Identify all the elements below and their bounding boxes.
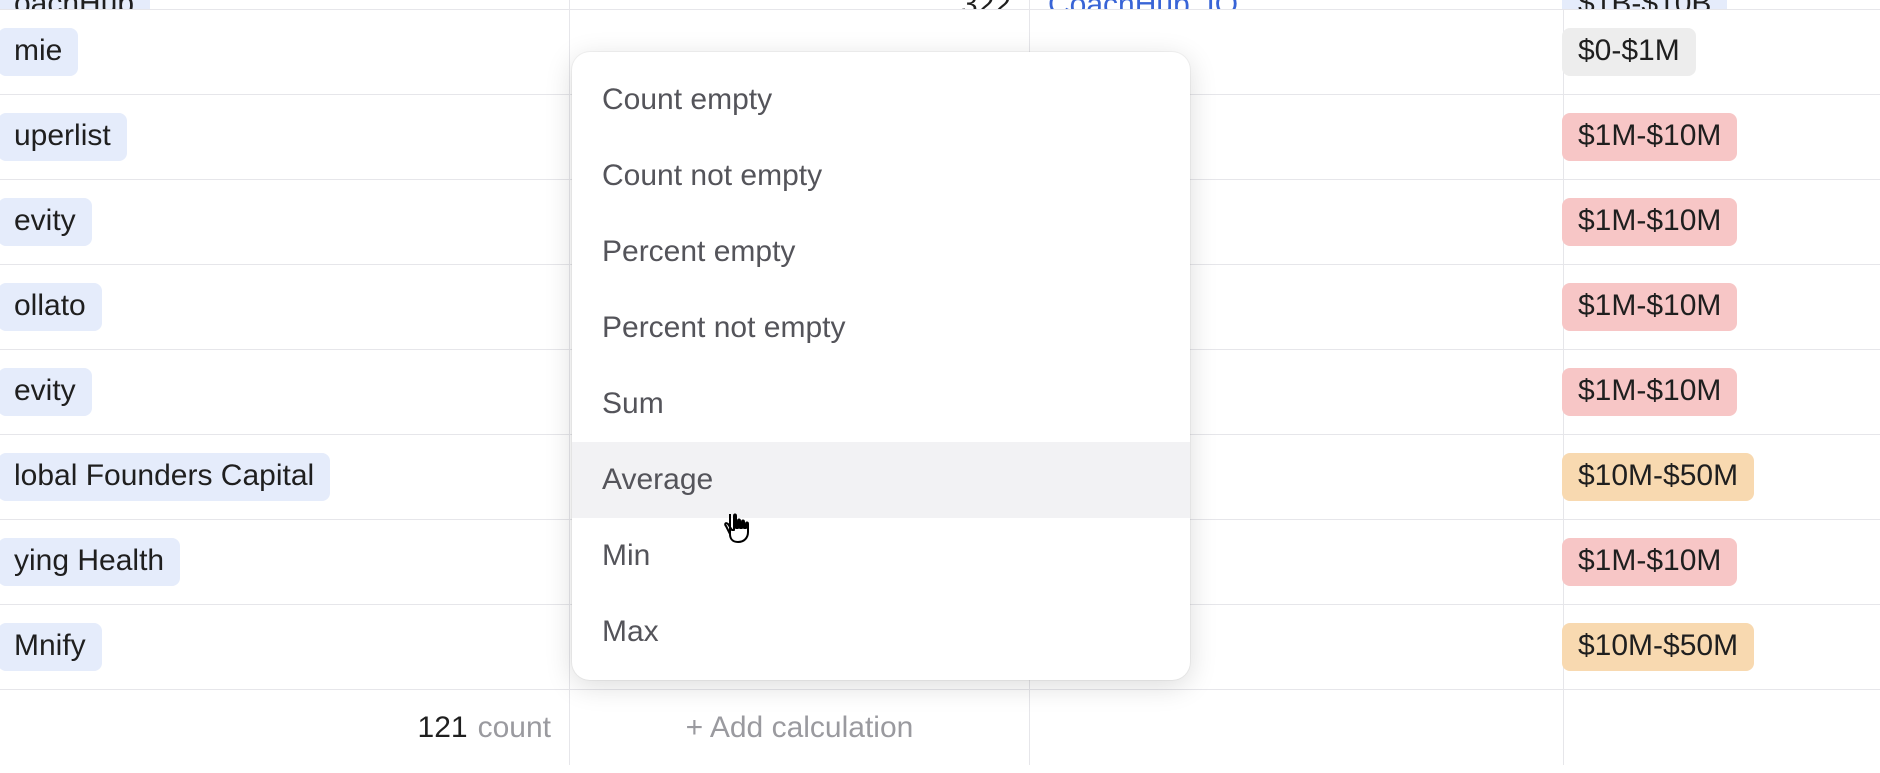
table-footer: 121 count + Add calculation bbox=[0, 690, 1880, 765]
cell-name[interactable]: Mnify bbox=[0, 605, 570, 689]
menu-item-label: Percent not empty bbox=[602, 311, 845, 345]
company-tag: mie bbox=[0, 28, 78, 76]
cell-range[interactable]: $10M-$50M bbox=[1564, 605, 1880, 689]
company-tag: evity bbox=[0, 198, 92, 246]
menu-item-label: Average bbox=[602, 463, 713, 497]
footer-empty[interactable] bbox=[1030, 690, 1564, 765]
menu-item-percent-not-empty[interactable]: Percent not empty bbox=[572, 290, 1190, 366]
count-value: 121 bbox=[418, 711, 468, 745]
cell-name[interactable]: ollato bbox=[0, 265, 570, 349]
range-tag: $1M-$10M bbox=[1562, 283, 1737, 331]
cell-range[interactable]: $1B-$10B bbox=[1564, 0, 1880, 9]
menu-item-count-empty[interactable]: Count empty bbox=[572, 62, 1190, 138]
link-text[interactable]: CoachHub_IO bbox=[1048, 0, 1238, 10]
company-tag: evity bbox=[0, 368, 92, 416]
range-tag: $0-$1M bbox=[1562, 28, 1696, 76]
value-text: 322 bbox=[961, 0, 1011, 10]
range-tag: $1M-$10M bbox=[1562, 198, 1737, 246]
menu-item-average[interactable]: Average bbox=[572, 442, 1190, 518]
footer-count[interactable]: 121 count bbox=[0, 690, 570, 765]
cell-name[interactable]: ying Health bbox=[0, 520, 570, 604]
company-tag: ying Health bbox=[0, 538, 180, 586]
company-tag: Mnify bbox=[0, 623, 102, 671]
range-tag: $1M-$10M bbox=[1562, 538, 1737, 586]
menu-item-percent-empty[interactable]: Percent empty bbox=[572, 214, 1190, 290]
menu-item-min[interactable]: Min bbox=[572, 518, 1190, 594]
menu-item-label: Percent empty bbox=[602, 235, 795, 269]
cell-name[interactable]: evity bbox=[0, 350, 570, 434]
menu-item-label: Min bbox=[602, 539, 650, 573]
cell-value[interactable]: 322 bbox=[570, 0, 1030, 9]
table-row[interactable]: oachHub 322 CoachHub_IO $1B-$10B bbox=[0, 0, 1880, 10]
add-calculation-label: + Add calculation bbox=[686, 711, 914, 745]
cell-range[interactable]: $1M-$10M bbox=[1564, 520, 1880, 604]
company-tag: uperlist bbox=[0, 113, 127, 161]
menu-item-max[interactable]: Max bbox=[572, 594, 1190, 670]
cell-link[interactable]: CoachHub_IO bbox=[1030, 0, 1564, 9]
menu-item-label: Max bbox=[602, 615, 659, 649]
range-tag: $10M-$50M bbox=[1562, 623, 1754, 671]
company-tag: oachHub bbox=[0, 0, 150, 10]
cell-range[interactable]: $1M-$10M bbox=[1564, 350, 1880, 434]
cell-range[interactable]: $1M-$10M bbox=[1564, 180, 1880, 264]
range-tag: $1M-$10M bbox=[1562, 113, 1737, 161]
cell-range[interactable]: $1M-$10M bbox=[1564, 95, 1880, 179]
cell-name[interactable]: evity bbox=[0, 180, 570, 264]
company-tag: ollato bbox=[0, 283, 102, 331]
menu-item-label: Count not empty bbox=[602, 159, 822, 193]
add-calculation-button[interactable]: + Add calculation bbox=[570, 690, 1030, 765]
footer-empty[interactable] bbox=[1564, 690, 1880, 765]
menu-item-count-not-empty[interactable]: Count not empty bbox=[572, 138, 1190, 214]
cell-name[interactable]: oachHub bbox=[0, 0, 570, 9]
cell-name[interactable]: lobal Founders Capital bbox=[0, 435, 570, 519]
data-table: oachHub 322 CoachHub_IO $1B-$10B mie $0-… bbox=[0, 0, 1880, 773]
company-tag: lobal Founders Capital bbox=[0, 453, 330, 501]
count-label: count bbox=[478, 711, 551, 745]
menu-item-label: Sum bbox=[602, 387, 664, 421]
range-tag: $1M-$10M bbox=[1562, 368, 1737, 416]
menu-item-sum[interactable]: Sum bbox=[572, 366, 1190, 442]
calculation-menu: Count empty Count not empty Percent empt… bbox=[572, 52, 1190, 680]
range-tag: $1B-$10B bbox=[1562, 0, 1727, 10]
cell-name[interactable]: uperlist bbox=[0, 95, 570, 179]
cell-range[interactable]: $10M-$50M bbox=[1564, 435, 1880, 519]
cell-name[interactable]: mie bbox=[0, 10, 570, 94]
range-tag: $10M-$50M bbox=[1562, 453, 1754, 501]
menu-item-label: Count empty bbox=[602, 83, 772, 117]
cell-range[interactable]: $0-$1M bbox=[1564, 10, 1880, 94]
cell-range[interactable]: $1M-$10M bbox=[1564, 265, 1880, 349]
